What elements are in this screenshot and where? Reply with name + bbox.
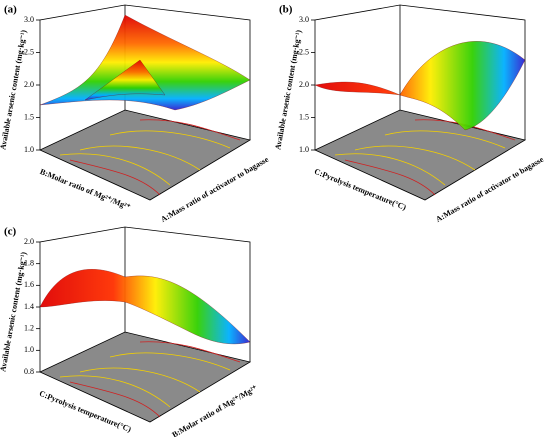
z-tick-label: 1.0 xyxy=(24,145,34,154)
z-tick-label: 0.8 xyxy=(24,367,34,376)
z-tick-label: 3.0 xyxy=(24,15,34,24)
z-axis-title: Available arsenic content (mg·kg⁻¹) xyxy=(0,251,28,372)
z-tick-label: 1.6 xyxy=(24,280,34,289)
z-tick-label: 2.0 xyxy=(299,80,309,89)
panel-label: (a) xyxy=(4,4,17,16)
surface xyxy=(314,41,526,131)
floor xyxy=(39,109,252,201)
panel: 1.0 1.5 2.0 2.5 3.0 (a) Available arsenic cont… xyxy=(0,4,270,224)
contours xyxy=(69,119,241,196)
floor xyxy=(39,331,252,423)
z-tick-label: 1.2 xyxy=(24,323,34,332)
z-axis-title: Available arsenic content (mg·kg⁻¹) xyxy=(0,29,28,150)
z-tick-label: 1.8 xyxy=(24,258,34,267)
z-tick-label: 1.5 xyxy=(299,112,309,121)
contours xyxy=(59,130,231,186)
z-tick-label: 2.5 xyxy=(24,47,34,56)
z-tick-label: 2.5 xyxy=(299,47,309,56)
z-tick-label: 1.0 xyxy=(24,345,34,354)
panel: 1.0 1.5 2.0 2.5 3.0 (b) Available arsenic cont… xyxy=(273,4,545,224)
surface xyxy=(84,59,166,101)
panel-label: (b) xyxy=(279,4,293,16)
z-tick-label: 2.0 xyxy=(24,237,34,246)
surface xyxy=(39,269,251,345)
z-axis-title: Available arsenic content (mg·kg⁻¹) xyxy=(273,29,303,150)
z-tick-label: 1.0 xyxy=(299,145,309,154)
z-tick-label: 2.0 xyxy=(24,80,34,89)
contours xyxy=(59,352,231,408)
panel-label: (c) xyxy=(4,226,17,238)
z-tick-label: 1.5 xyxy=(24,112,34,121)
contours xyxy=(69,341,241,418)
contours xyxy=(334,130,506,186)
surface xyxy=(39,14,251,111)
panel: 0.8 1.0 1.2 1.4 1.6 1.8 2.0 (c) Available arseni… xyxy=(0,226,259,440)
z-tick-label: 3.0 xyxy=(299,15,309,24)
floor xyxy=(314,109,527,201)
z-tick-label: 1.4 xyxy=(24,302,34,311)
